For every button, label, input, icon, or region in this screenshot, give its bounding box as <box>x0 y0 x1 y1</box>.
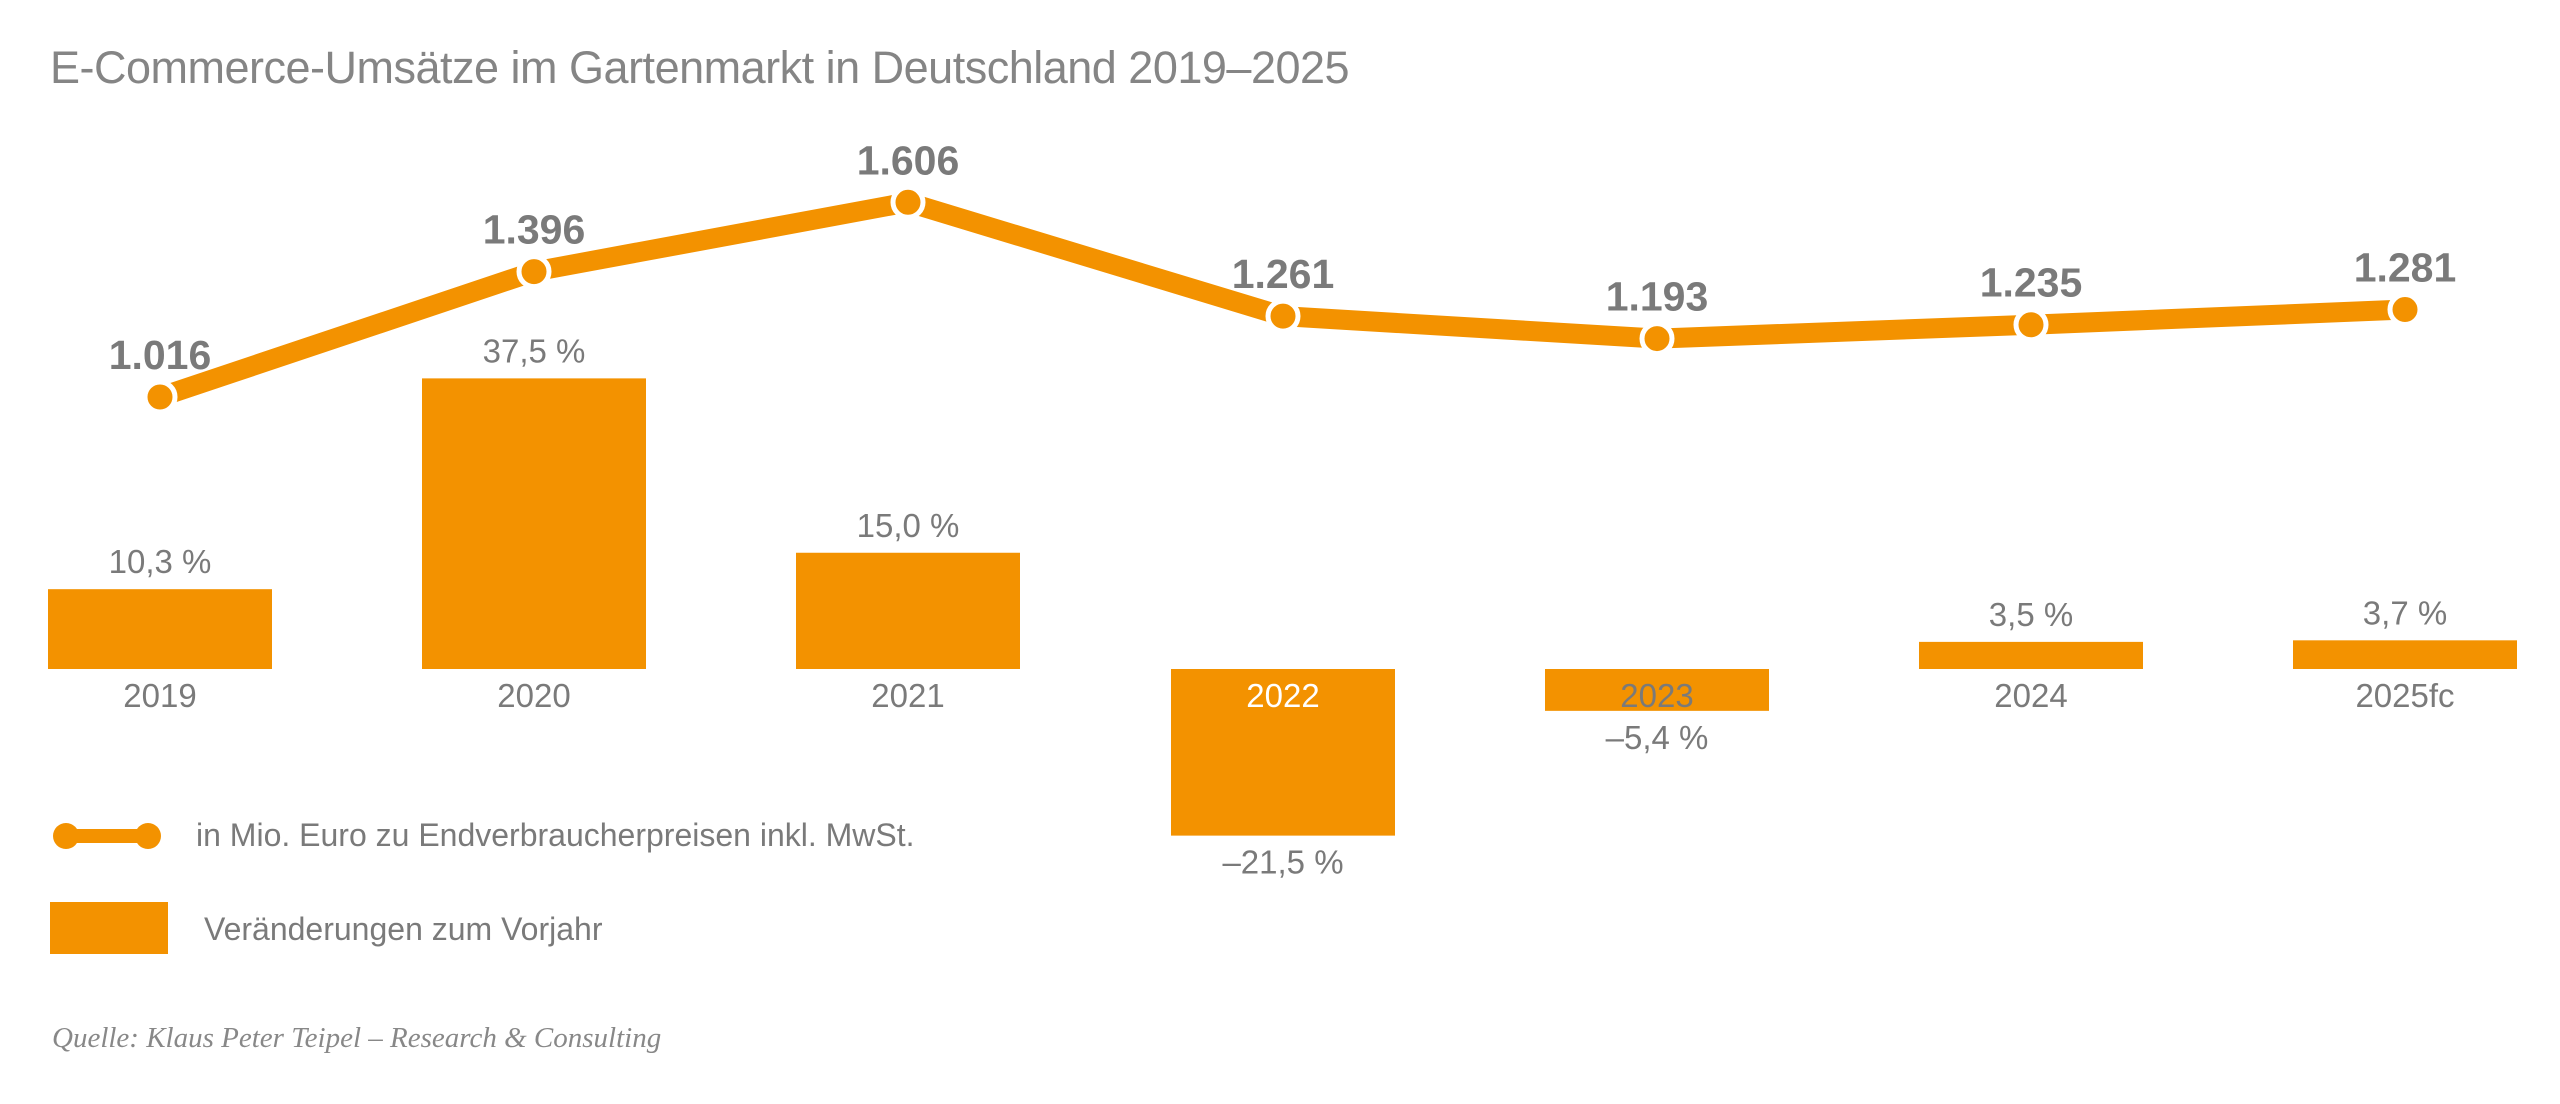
legend-line-marker <box>53 823 79 849</box>
x-tick-label: 2021 <box>871 677 944 714</box>
legend: in Mio. Euro zu Endverbraucherpreisen in… <box>50 817 915 954</box>
bar-data-label: 10,3 % <box>109 543 212 580</box>
bar-2022 <box>1171 669 1395 836</box>
line-point-2019 <box>142 379 178 415</box>
line-data-label: 1.606 <box>857 137 960 183</box>
bar-2023 <box>1545 669 1769 711</box>
line-point-2025fc <box>2387 292 2423 328</box>
line-point-2022 <box>1265 298 1301 334</box>
line-point-2024 <box>2013 307 2049 343</box>
chart-title: E-Commerce-Umsätze im Gartenmarkt in Deu… <box>50 42 1350 93</box>
line-data-label: 1.261 <box>1232 251 1335 297</box>
x-tick-label: 2023 <box>1620 677 1693 714</box>
x-tick-label: 2024 <box>1994 677 2067 714</box>
x-tick-label: 2019 <box>123 677 196 714</box>
bar-2021 <box>796 552 1020 669</box>
legend-bar-swatch <box>50 902 168 954</box>
bar-series: 2019 10,3 % 2020 37,5 % 2021 15,0 % 2022 –21,5 … <box>48 332 2517 881</box>
bar-data-label: –5,4 % <box>1606 719 1709 756</box>
bar-2024 <box>1919 641 2143 669</box>
source-note: Quelle: Klaus Peter Teipel – Research & … <box>52 1022 662 1054</box>
line-data-label: 1.396 <box>483 207 586 253</box>
bar-data-label: –21,5 % <box>1222 844 1343 881</box>
line-point-2023 <box>1639 321 1675 357</box>
bar-data-label: 3,7 % <box>2363 594 2447 631</box>
line-point-2020 <box>516 254 552 290</box>
x-tick-label: 2025fc <box>2355 677 2454 714</box>
legend-label-line: in Mio. Euro zu Endverbraucherpreisen in… <box>196 817 915 853</box>
bar-2020 <box>422 378 646 669</box>
line-data-label: 1.016 <box>109 332 212 378</box>
line-data-label: 1.235 <box>1980 260 2083 306</box>
x-tick-label: 2022 <box>1246 677 1319 714</box>
bar-2019 <box>48 589 272 669</box>
line-data-label: 1.193 <box>1606 274 1709 320</box>
bar-data-label: 15,0 % <box>857 507 960 544</box>
line-series: 1.016 1.396 1.606 1.261 1.193 1.235 1.281 <box>109 137 2457 415</box>
bar-data-label: 37,5 % <box>483 332 586 369</box>
legend-line-marker <box>135 823 161 849</box>
line-point-2021 <box>890 184 926 220</box>
legend-label-bar: Veränderungen zum Vorjahr <box>204 911 603 947</box>
line-data-label: 1.281 <box>2354 245 2457 291</box>
bar-2025fc <box>2293 640 2517 669</box>
bar-data-label: 3,5 % <box>1989 596 2073 633</box>
x-tick-label: 2020 <box>497 677 570 714</box>
